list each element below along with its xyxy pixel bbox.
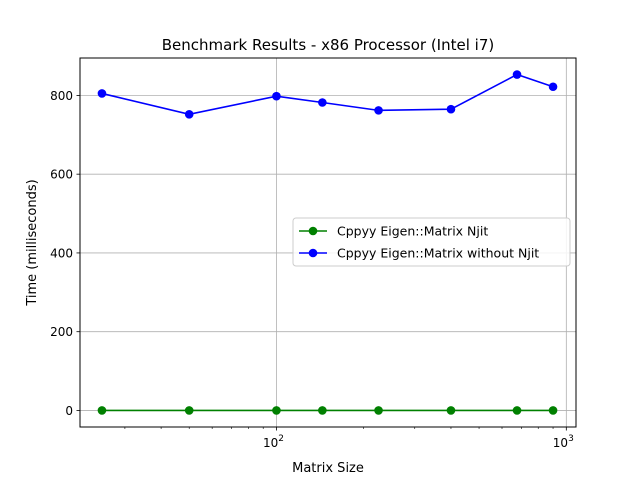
plot-frame — [79, 57, 577, 428]
legend-label: Cppyy Eigen::Matrix Njit — [337, 224, 488, 239]
series-njit — [97, 406, 558, 415]
series-layer — [97, 70, 558, 415]
x-tick-label: 103 — [553, 434, 574, 450]
legend-label: Cppyy Eigen::Matrix without Njit — [337, 246, 539, 261]
series-line — [101, 73, 554, 116]
data-point — [374, 406, 383, 415]
chart-title: Benchmark Results - x86 Processor (Intel… — [162, 36, 494, 54]
data-point — [512, 70, 522, 79]
data-point — [184, 110, 194, 119]
legend-marker — [308, 248, 318, 258]
y-axis-label: Time (milliseconds) — [25, 179, 40, 306]
data-point — [374, 106, 383, 115]
data-point — [446, 104, 456, 114]
data-point — [512, 406, 522, 415]
x-tick-exponent: 3 — [568, 434, 574, 444]
y-tick-label: 200 — [50, 325, 73, 339]
data-point — [548, 82, 558, 92]
data-point — [446, 406, 456, 415]
x-axis-label: Matrix Size — [292, 461, 364, 476]
data-point — [272, 406, 281, 415]
data-point — [97, 406, 107, 415]
legend-box — [292, 217, 571, 267]
y-tick-label: 0 — [65, 404, 73, 418]
x-tick-base: 10 — [553, 436, 568, 450]
legend-marker — [308, 226, 318, 236]
data-point — [97, 89, 107, 98]
y-tick-label: 400 — [50, 246, 73, 260]
data-point — [272, 91, 281, 101]
data-point — [318, 98, 327, 107]
x-tick-label: 102 — [263, 434, 284, 450]
y-tick-label: 800 — [50, 89, 73, 103]
x-tick-base: 10 — [263, 436, 278, 450]
data-point — [548, 406, 558, 415]
data-point — [184, 406, 194, 415]
data-point — [318, 406, 327, 415]
x-tick-exponent: 2 — [278, 434, 284, 444]
series-without-njit — [97, 70, 558, 119]
y-tick-label: 600 — [50, 168, 73, 182]
